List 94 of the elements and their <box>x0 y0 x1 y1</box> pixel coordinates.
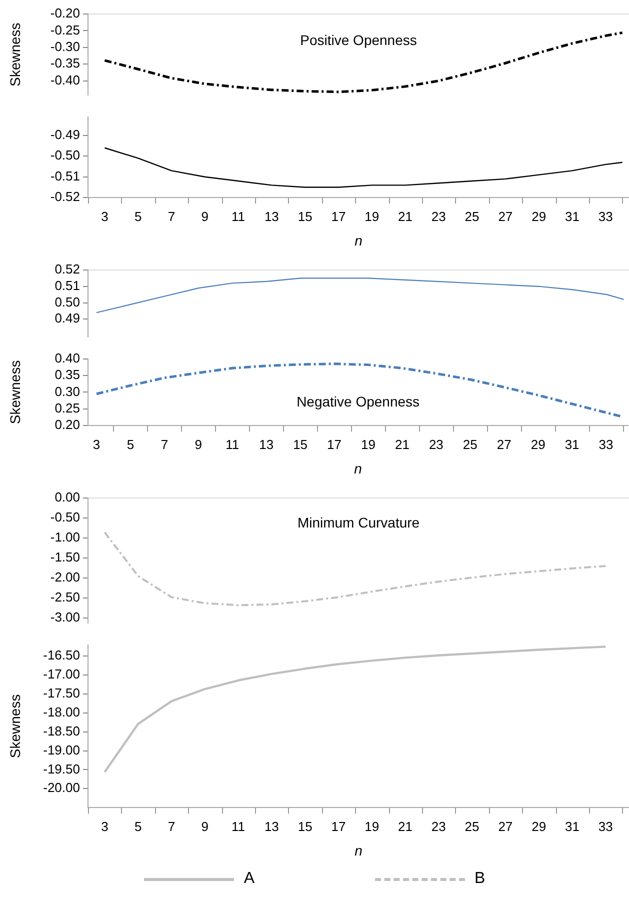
x-axis-title: n <box>354 232 363 248</box>
y-tick-label: -0.50 <box>50 148 80 163</box>
y-tick-label: 0.40 <box>54 350 80 366</box>
y-axis-title: Skewness <box>6 22 23 87</box>
x-tick-label: 31 <box>564 208 580 224</box>
x-tick-label: 15 <box>298 818 312 834</box>
y-tick-label: -0.35 <box>50 56 80 71</box>
y-axis-title: Skewness <box>6 694 23 758</box>
x-tick-label: 13 <box>259 436 274 452</box>
y-tick-label: -0.50 <box>50 510 80 525</box>
x-tick-label: 17 <box>331 208 346 224</box>
y-tick-label: -2.00 <box>50 570 80 585</box>
x-tick-label: 29 <box>530 436 546 452</box>
x-tick-label: 7 <box>160 436 168 452</box>
y-tick-label: 0.49 <box>54 310 80 326</box>
y-tick-label: -0.30 <box>50 38 80 54</box>
x-tick-label: 33 <box>598 818 613 834</box>
y-tick-label: -2.50 <box>50 590 80 605</box>
x-tick-label: 17 <box>331 818 346 834</box>
y-tick-label: 0.35 <box>54 367 80 382</box>
y-tick-label: -17.50 <box>43 686 80 701</box>
text: B <box>474 870 486 888</box>
text: A <box>244 870 254 888</box>
x-tick-label: 5 <box>134 818 142 834</box>
x-tick-label: 31 <box>564 818 580 834</box>
y-tick-label: -19.50 <box>43 761 80 776</box>
y-axis-title: Skewness <box>6 360 23 424</box>
y-tick-label: -18.00 <box>43 704 80 720</box>
y-tick-label: 0.52 <box>54 262 80 277</box>
x-tick-label: 19 <box>364 818 380 834</box>
y-tick-label: -20.00 <box>43 780 80 796</box>
text: Negative Openness <box>296 393 420 410</box>
y-tick-label: -17.00 <box>43 666 80 682</box>
x-tick-label: 25 <box>462 436 478 452</box>
x-tick-label: 5 <box>126 436 134 452</box>
y-tick-label: 0.51 <box>54 278 80 293</box>
x-tick-label: 7 <box>168 818 176 834</box>
y-tick-label: 0.20 <box>54 417 80 432</box>
y-tick-label: -1.50 <box>50 550 80 565</box>
y-tick-label: 0.50 <box>54 294 80 310</box>
x-tick-label: 27 <box>498 208 513 224</box>
x-axis-title: n <box>354 842 363 858</box>
x-tick-label: 27 <box>496 436 512 452</box>
x-tick-label: 21 <box>398 818 412 834</box>
x-tick-label: 17 <box>327 436 342 452</box>
line-series <box>103 31 624 94</box>
x-tick-label: 9 <box>201 208 208 224</box>
x-tick-label: 9 <box>201 818 208 834</box>
y-tick-label: -0.51 <box>50 168 80 184</box>
x-tick-label: 3 <box>101 818 108 834</box>
y-tick-label: 0.30 <box>54 384 80 399</box>
x-tick-label: 25 <box>464 208 480 224</box>
x-tick-label: 33 <box>598 208 613 224</box>
x-tick-label: 5 <box>134 208 142 224</box>
text: Positive Openness <box>300 32 417 48</box>
x-tick-label: 3 <box>92 436 100 452</box>
x-tick-label: 3 <box>101 208 108 224</box>
y-tick-label: -0.20 <box>50 6 80 21</box>
y-tick-label: -0.52 <box>50 189 80 204</box>
x-axis-title: n <box>354 460 362 476</box>
y-tick-label: -0.25 <box>50 22 80 38</box>
x-tick-label: 21 <box>394 436 410 452</box>
x-tick-label: 31 <box>564 436 580 452</box>
x-tick-label: 21 <box>398 208 412 224</box>
y-tick-label: -1.00 <box>50 530 80 545</box>
x-tick-label: 23 <box>431 818 446 834</box>
text: Minimum Curvature <box>297 514 420 531</box>
x-tick-label: 29 <box>532 208 546 224</box>
line-series <box>104 531 607 606</box>
x-tick-label: 15 <box>293 436 308 452</box>
x-tick-label: 11 <box>232 208 246 224</box>
x-tick-label: 29 <box>532 818 546 834</box>
x-tick-label: 9 <box>194 436 202 452</box>
y-tick-label: 0.25 <box>54 400 80 416</box>
y-tick-label: 0.00 <box>54 490 80 505</box>
x-tick-label: 7 <box>168 208 176 224</box>
y-tick-label: -0.40 <box>50 72 80 88</box>
x-tick-label: 13 <box>264 208 279 224</box>
y-tick-label: -16.50 <box>43 648 80 663</box>
y-tick-label: -18.50 <box>43 723 80 738</box>
x-tick-label: 15 <box>298 208 312 224</box>
y-tick-label: -19.00 <box>43 742 80 758</box>
x-tick-label: 11 <box>232 818 246 834</box>
x-tick-label: 11 <box>226 436 240 452</box>
x-tick-label: 27 <box>498 818 513 834</box>
x-tick-label: 19 <box>361 436 376 452</box>
x-tick-label: 33 <box>598 436 614 452</box>
x-tick-label: 23 <box>428 436 444 452</box>
x-tick-label: 13 <box>264 818 279 834</box>
x-tick-label: 19 <box>364 208 380 224</box>
y-tick-label: -0.49 <box>50 127 80 142</box>
y-tick-label: -3.00 <box>50 610 80 625</box>
x-tick-label: 23 <box>431 208 446 224</box>
x-tick-label: 25 <box>464 818 480 834</box>
